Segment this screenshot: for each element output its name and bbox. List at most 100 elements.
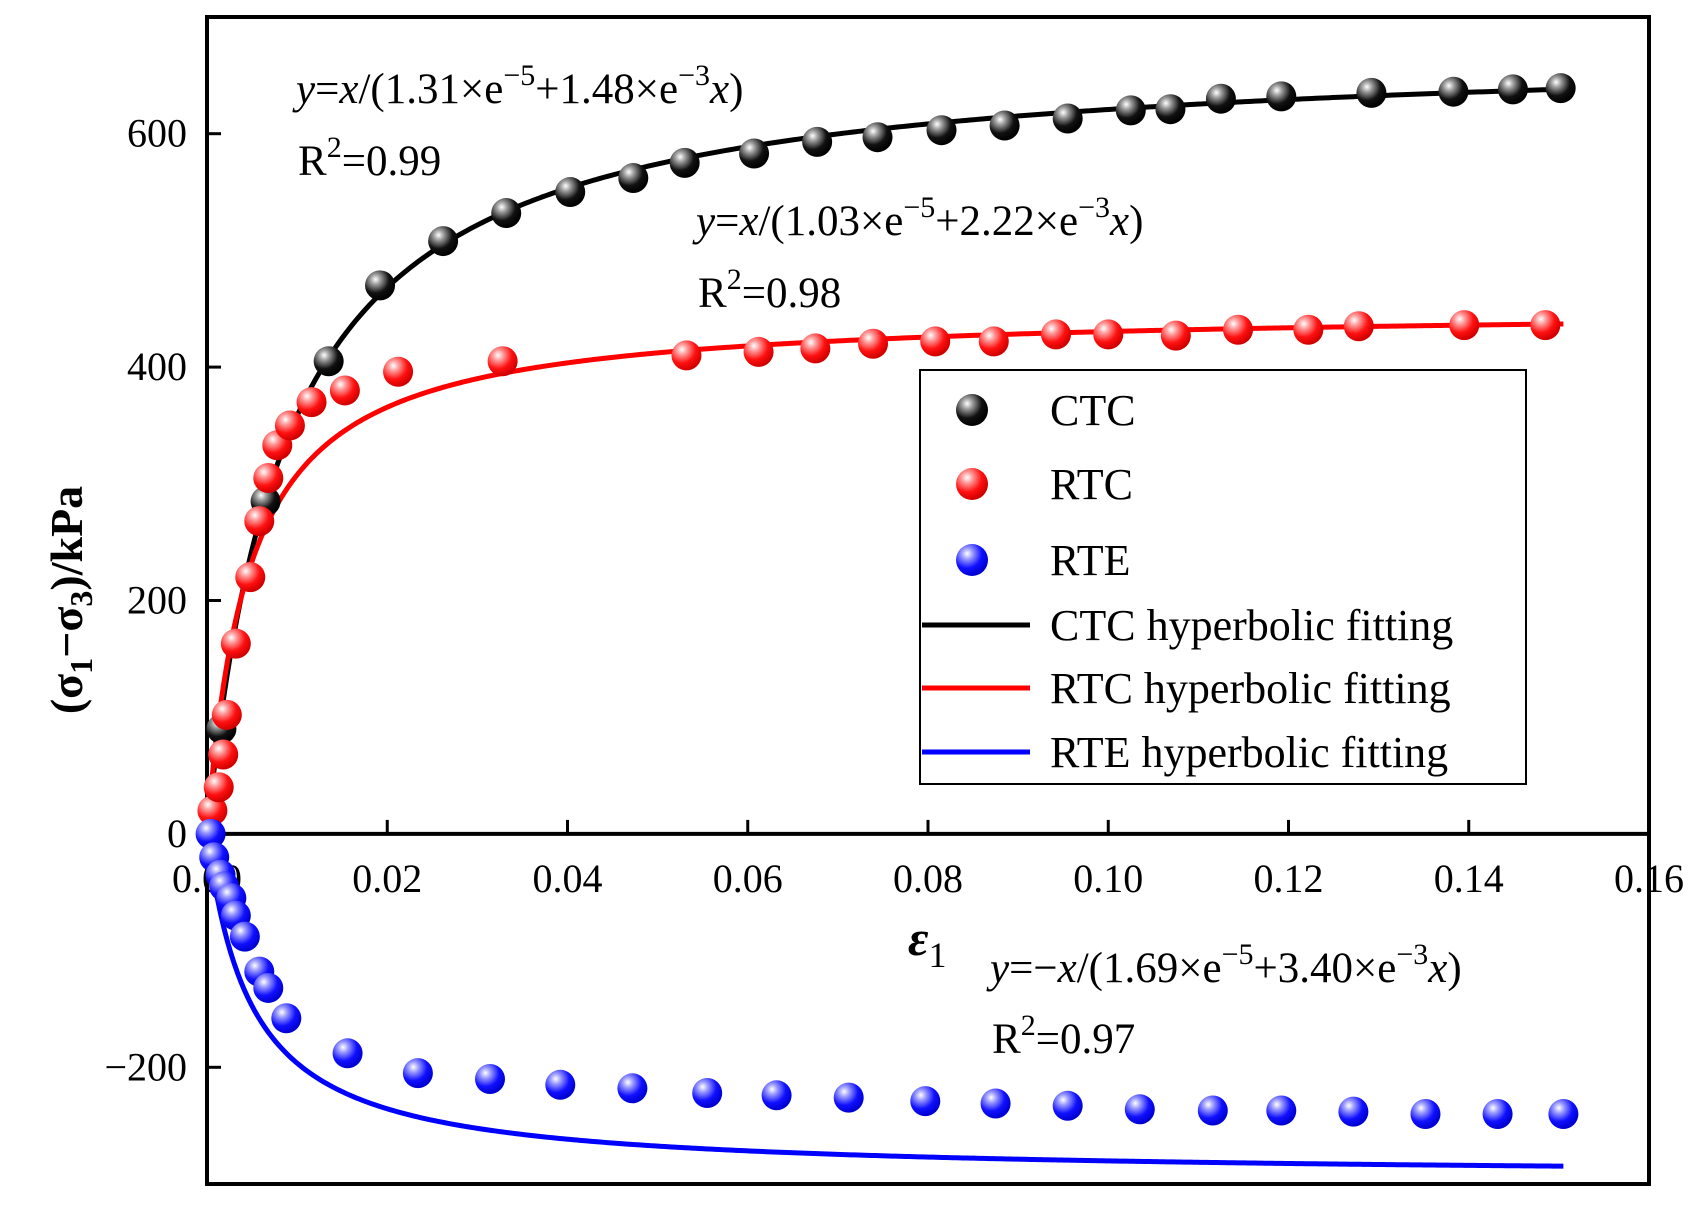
ctc-r-val: =0.99 [342, 138, 442, 185]
point-rtc [487, 346, 518, 377]
rtc-eq-mid: /(1.03×e [758, 198, 903, 245]
y-label-close: )/kPa [41, 486, 92, 591]
point-ctc [989, 110, 1020, 141]
point-rtc [208, 739, 239, 770]
rte-eq-x2: x [1427, 945, 1447, 992]
legend-box [919, 369, 1527, 785]
legend-label-rte-fit: RTE hyperbolic fitting [1050, 728, 1448, 777]
rtc-eq-x1: x [738, 198, 758, 245]
svg-text:y=x/(1.03×e−5+2.22×e−3x): y=x/(1.03×e−5+2.22×e−3x) [692, 191, 1143, 245]
rtc-eq-y: y [692, 198, 716, 245]
rte-eq-x1: x [1057, 945, 1077, 992]
point-rte [229, 921, 260, 952]
rtc-eq-x2: x [1109, 198, 1129, 245]
legend: CTC RTC RTE CTC hyperbolic fitting RTC h… [919, 369, 1527, 785]
x-tick-label: 0.02 [352, 856, 422, 901]
point-rtc [274, 410, 305, 441]
rte-eq-exp2: −3 [1396, 938, 1428, 971]
point-ctc [365, 270, 396, 301]
x-label-sub: 1 [929, 935, 947, 975]
point-rte [1338, 1096, 1369, 1127]
legend-marker-rte [956, 544, 988, 576]
point-ctc [1545, 73, 1576, 104]
y-axis-label: (σ1−σ3)/kPa [41, 486, 99, 714]
point-rte [195, 818, 226, 849]
rte-eq-plus: +3.40×e [1253, 945, 1396, 992]
rtc-eq-equals: = [715, 198, 739, 245]
point-rtc [1040, 319, 1071, 350]
svg-text:y=x/(1.31×e−5+1.48×e−3x): y=x/(1.31×e−5+1.48×e−3x) [292, 59, 743, 113]
point-rte [980, 1088, 1011, 1119]
point-rte [545, 1069, 576, 1100]
point-rtc [1293, 314, 1324, 345]
ctc-eq-plus: +1.48×e [535, 66, 678, 113]
ctc-eq-close: ) [729, 66, 743, 113]
rtc-r: R [698, 270, 727, 317]
rtc-r-val: =0.98 [742, 270, 842, 317]
point-rtc [800, 333, 831, 364]
ctc-eq-exp2: −3 [678, 59, 710, 92]
point-rtc [671, 340, 702, 371]
x-axis-label: ε1 [908, 910, 947, 975]
point-ctc [1356, 77, 1387, 108]
x-tick-label: 0.14 [1434, 856, 1504, 901]
point-rtc [197, 795, 228, 826]
point-ctc [1438, 76, 1469, 107]
point-rtc [1530, 310, 1561, 341]
point-rte [1548, 1098, 1579, 1129]
point-ctc [1115, 95, 1146, 126]
point-ctc [669, 147, 700, 178]
svg-text:y=−x/(1.69×e−5+3.40×e−3x): y=−x/(1.69×e−5+3.40×e−3x) [986, 938, 1462, 992]
point-ctc [1497, 74, 1528, 105]
ctc-eq-equals: = [315, 66, 339, 113]
point-rtc [244, 506, 275, 537]
point-rtc [743, 336, 774, 367]
svg-text:R2=0.98: R2=0.98 [698, 263, 841, 317]
ctc-eq-mid: /(1.31×e [358, 66, 503, 113]
point-rtc [211, 699, 242, 730]
rte-r: R [992, 1016, 1021, 1063]
point-rte [1052, 1090, 1083, 1121]
x-tick-label: 0.16 [1614, 856, 1684, 901]
rte-equation: y=−x/(1.69×e−5+3.40×e−3x) R2=0.97 [986, 938, 1462, 1063]
point-rte [1124, 1094, 1155, 1125]
point-rte [253, 972, 284, 1003]
point-ctc [862, 122, 893, 153]
y-axis-ticks: −200 0 200 400 600 [104, 111, 221, 1089]
ctc-r-exp: 2 [327, 131, 342, 164]
point-ctc [313, 346, 344, 377]
point-ctc [802, 126, 833, 157]
rte-eq-close: ) [1447, 945, 1461, 992]
y-tick-label: −200 [104, 1044, 187, 1089]
rte-r-val: =0.97 [1036, 1016, 1136, 1063]
ctc-eq-x1: x [338, 66, 358, 113]
point-rte [761, 1080, 792, 1111]
point-rte [271, 1003, 302, 1034]
y-label-minus: −σ [41, 607, 92, 658]
x-tick-label: 0.04 [533, 856, 603, 901]
point-ctc [1266, 81, 1297, 112]
rte-eq-mid: /(1.69×e [1077, 945, 1222, 992]
rte-eq-exp1: −5 [1222, 938, 1254, 971]
x-tick-label: 0.06 [713, 856, 783, 901]
y-label-open: (σ [41, 674, 92, 714]
point-rtc [296, 387, 327, 418]
point-rte [1410, 1098, 1441, 1129]
svg-text:R2=0.97: R2=0.97 [992, 1009, 1135, 1063]
point-rtc [920, 326, 951, 357]
point-ctc [428, 226, 459, 257]
point-rtc [978, 326, 1009, 357]
point-rte [474, 1063, 505, 1094]
legend-label-ctc-fit: CTC hyperbolic fitting [1050, 601, 1453, 650]
point-rte [1266, 1095, 1297, 1126]
legend-marker-ctc [956, 394, 988, 426]
point-rtc [203, 772, 234, 803]
point-ctc [739, 138, 770, 169]
point-rte [833, 1082, 864, 1113]
x-tick-label: 0.10 [1073, 856, 1143, 901]
point-rtc [235, 562, 266, 593]
point-rte [617, 1073, 648, 1104]
rtc-eq-close: ) [1129, 198, 1143, 245]
point-rte [1482, 1098, 1513, 1129]
